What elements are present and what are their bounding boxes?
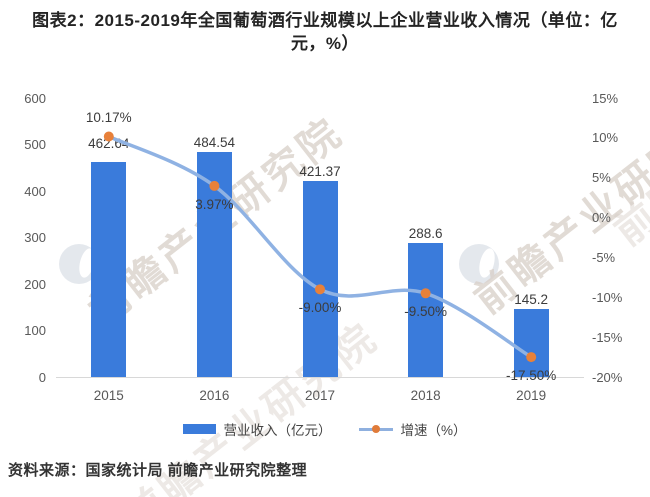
growth-value-label: -9.50% [404, 304, 447, 320]
growth-value-label: 10.17% [85, 109, 132, 125]
bar-value-label: 421.37 [299, 164, 341, 180]
right-axis-tick: -5% [592, 249, 616, 265]
x-axis-label-2015: 2015 [93, 388, 124, 403]
legend-item-revenue: 营业收入（亿元） [183, 419, 331, 439]
right-axis-tick: -15% [592, 329, 623, 345]
right-axis-tick: -10% [592, 289, 623, 305]
left-axis-tick: 100 [24, 323, 46, 338]
x-axis-label-2018: 2018 [410, 388, 441, 403]
bar-2019 [513, 309, 549, 377]
chart-title: 图表2：2015-2019年全国葡萄酒行业规模以上企业营业收入情况（单位：亿元，… [32, 11, 618, 53]
legend-item-growth: 增速（%） [359, 419, 467, 439]
left-axis-tick: 300 [24, 230, 46, 245]
left-axis-tick: 600 [24, 90, 46, 106]
legend-label-revenue: 营业收入（亿元） [223, 423, 332, 438]
legend: 营业收入（亿元） 增速（%） [0, 419, 650, 439]
bar-value-label: 484.54 [193, 134, 236, 150]
growth-value-label: -17.50% [506, 368, 557, 384]
left-axis-tick: 0 [38, 369, 46, 385]
left-axis-tick: 200 [24, 276, 46, 292]
right-axis-tick: -20% [592, 369, 623, 385]
source-note: 资料来源：国家统计局 前瞻产业研究院整理 [8, 462, 308, 479]
right-axis-tick: 15% [592, 90, 619, 106]
growth-value-label: 3.97% [195, 196, 234, 212]
bar-value-label: 462.64 [88, 135, 130, 151]
bar-2015 [91, 161, 127, 377]
left-axis-tick: 400 [24, 183, 46, 199]
bar-2016 [196, 151, 232, 377]
line-swatch-icon [359, 424, 394, 434]
right-axis-tick: 10% [592, 130, 619, 146]
growth-value-label: -9.00% [298, 300, 342, 316]
left-axis-tick: 500 [24, 137, 46, 152]
right-axis-tick: 5% [592, 170, 611, 186]
bar-2017 [302, 181, 338, 377]
bar-value-label: 145.2 [514, 292, 549, 308]
x-axis-line [56, 377, 584, 378]
legend-label-growth: 增速（%） [400, 423, 467, 438]
x-axis-label-2017: 2017 [304, 388, 336, 403]
bar-swatch-icon [183, 424, 217, 434]
right-axis-tick: 0% [592, 210, 611, 226]
x-axis-label-2019: 2019 [516, 388, 547, 403]
x-axis-label-2016: 2016 [199, 388, 230, 403]
watermark-logo-icon [459, 244, 499, 284]
bar-value-label: 288.6 [408, 225, 443, 241]
